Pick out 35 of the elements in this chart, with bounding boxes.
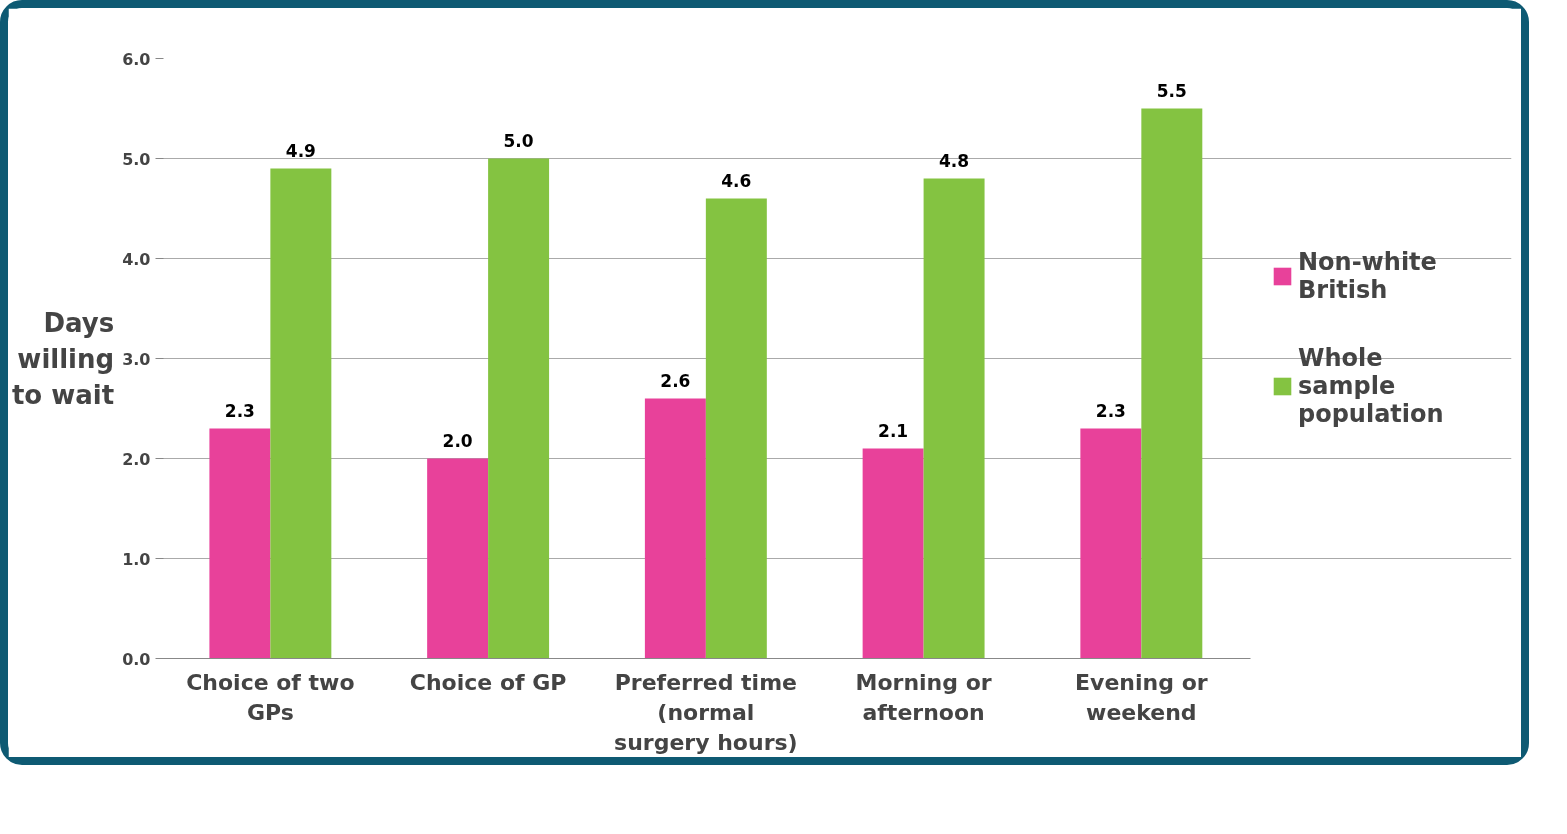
bar <box>427 458 489 659</box>
data-label: 4.8 <box>939 150 970 171</box>
data-label: 4.9 <box>285 140 316 161</box>
data-label: 2.3 <box>224 400 255 421</box>
bar <box>1080 428 1142 659</box>
y-tick-label: 2.0 <box>122 449 151 469</box>
x-tick-label: Preferred time (normal surgery hours) <box>614 669 798 755</box>
bar <box>705 198 767 659</box>
data-label: 5.5 <box>1156 80 1187 101</box>
y-tick-label: 4.0 <box>122 249 151 269</box>
y-tick-label: 1.0 <box>122 549 151 569</box>
data-label: 2.6 <box>660 370 691 391</box>
bar <box>209 428 271 659</box>
y-tick-label: 5.0 <box>122 149 151 169</box>
y-tick-label: 3.0 <box>122 349 151 369</box>
bar <box>644 398 706 659</box>
bar <box>1141 108 1203 659</box>
bar <box>488 158 550 659</box>
y-axis-title: Days willing to wait <box>11 307 115 410</box>
legend-label: Non-white British <box>1298 248 1437 304</box>
data-label: 5.0 <box>503 130 534 151</box>
bar <box>270 168 332 659</box>
data-label: 2.3 <box>1095 400 1126 421</box>
legend-label: Whole sample population <box>1298 344 1444 428</box>
y-tick-label: 0.0 <box>122 649 151 669</box>
data-label: 2.0 <box>442 430 473 451</box>
bar <box>923 178 985 659</box>
x-tick-label: Choice of GP <box>409 669 567 695</box>
y-tick-label: 6.0 <box>122 49 151 69</box>
bar <box>862 448 924 659</box>
x-tick-label: Choice of two GPs <box>186 669 355 725</box>
x-tick-label: Evening or weekend <box>1075 669 1208 725</box>
x-tick-label: Morning or afternoon <box>855 669 992 725</box>
data-label: 2.1 <box>878 420 909 441</box>
data-label: 4.6 <box>721 170 752 191</box>
